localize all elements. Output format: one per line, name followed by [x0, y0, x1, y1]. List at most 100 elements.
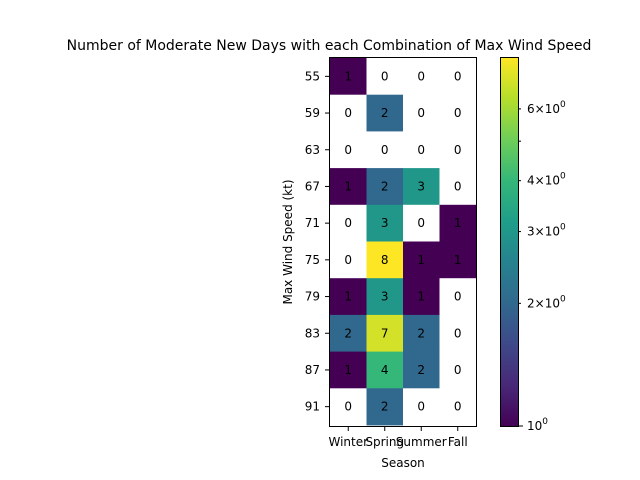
cell-value-label: 1: [417, 253, 425, 267]
cell-value-label: 2: [417, 326, 425, 340]
cell-value-label: 1: [417, 290, 425, 304]
cell-value-label: 2: [381, 400, 389, 414]
cell-value-label: 0: [454, 400, 462, 414]
cell-value-label: 1: [344, 69, 352, 83]
x-tick-label: Summer: [396, 435, 447, 449]
heatmap-cell: [403, 278, 440, 316]
cell-value-label: 0: [344, 253, 352, 267]
heatmap-cell: [403, 58, 440, 96]
cell-value-label: 3: [417, 179, 425, 193]
y-tick-label: 67: [305, 179, 320, 193]
cell-value-label: 3: [381, 216, 389, 230]
cell-value-label: 0: [417, 69, 425, 83]
plot-frame: [329, 57, 477, 427]
heatmap-cell: [366, 388, 404, 426]
colorbar-ticks: 100 2×100 3×100 4×100 6×100: [519, 100, 566, 433]
heatmap-cell: [366, 314, 404, 352]
heatmap-cell: [366, 278, 404, 316]
x-axis-label: Season: [381, 456, 425, 470]
heatmap-cell: [403, 314, 440, 352]
y-tick-label: 59: [305, 106, 320, 120]
y-tick-label: 83: [305, 326, 320, 340]
y-axis-ticks: 55 59 63 67 71 75 79 83 87 91: [305, 69, 329, 414]
heatmap-cell: [439, 94, 477, 132]
colorbar: [500, 57, 519, 427]
heatmap-cell: [439, 204, 477, 242]
heatmap-cell: [439, 278, 477, 316]
y-tick-label: 87: [305, 363, 320, 377]
heatmap-cell: [330, 204, 367, 242]
heatmap-cell: [330, 241, 367, 279]
heatmap-cell: [366, 204, 404, 242]
y-tick-label: 71: [305, 216, 320, 230]
x-tick-label: Spring: [365, 435, 404, 449]
cell-value-label: 0: [344, 216, 352, 230]
heatmap-cells: [330, 58, 477, 426]
cell-value-label: 0: [417, 106, 425, 120]
cell-value-label: 1: [344, 290, 352, 304]
heatmap-cell: [403, 241, 440, 279]
heatmap-cell: [330, 168, 367, 206]
x-tick-label: Winter: [328, 435, 368, 449]
heatmap-cell: [366, 58, 404, 96]
heatmap-cell: [330, 131, 367, 169]
cell-value-label: 2: [381, 106, 389, 120]
heatmap-cell: [439, 351, 477, 389]
heatmap-cell: [366, 168, 404, 206]
heatmap-cell: [366, 131, 404, 169]
cell-value-label: 1: [454, 216, 462, 230]
heatmap-cell: [403, 388, 440, 426]
cell-value-label: 0: [381, 69, 389, 83]
heatmap-cell: [439, 388, 477, 426]
cell-value-label: 2: [344, 326, 352, 340]
colorbar-tick-label: 6×100: [527, 100, 566, 116]
heatmap-cell: [330, 388, 367, 426]
cell-value-label: 8: [381, 253, 389, 267]
cell-value-label: 0: [381, 143, 389, 157]
cell-value-label: 0: [417, 143, 425, 157]
colorbar-tick-label: 3×100: [527, 223, 566, 239]
colorbar-tick-label: 2×100: [527, 294, 566, 310]
y-tick-label: 63: [305, 143, 320, 157]
cell-value-label: 0: [344, 400, 352, 414]
cell-value-label: 0: [454, 179, 462, 193]
colorbar-tick-label: 100: [527, 417, 548, 433]
cell-value-label: 0: [344, 106, 352, 120]
heatmap-cell: [330, 94, 367, 132]
cell-value-label: 0: [454, 290, 462, 304]
heatmap-cell: [403, 168, 440, 206]
heatmap-cell: [439, 241, 477, 279]
y-tick-label: 55: [305, 69, 320, 83]
heatmap-cell: [330, 351, 367, 389]
heatmap-cell: [330, 58, 367, 96]
chart-title: Number of Moderate New Days with each Co…: [67, 38, 592, 54]
cell-value-label: 2: [417, 363, 425, 377]
cell-labels: 1 0 0 0 0 2 0 0 0 0 0 0 1 2 3 0 0 3 0 1 0 8 1 1 1 3 1 0 2 7 2 0 1 4 2 0 0 2 0 0: [344, 69, 461, 413]
colorbar-tick-label: 4×100: [527, 172, 566, 188]
y-tick-label: 91: [305, 400, 320, 414]
y-tick-label: 75: [305, 253, 320, 267]
heatmap-cell: [439, 131, 477, 169]
heatmap-cell: [330, 278, 367, 316]
cell-value-label: 0: [454, 363, 462, 377]
heatmap-cell: [439, 58, 477, 96]
cell-value-label: 0: [454, 69, 462, 83]
cell-value-label: 0: [454, 143, 462, 157]
cell-value-label: 0: [454, 326, 462, 340]
cell-value-label: 3: [381, 290, 389, 304]
heatmap-cell: [403, 351, 440, 389]
heatmap-cell: [366, 351, 404, 389]
heatmap-cell: [403, 204, 440, 242]
heatmap-cell: [366, 241, 404, 279]
cell-value-label: 4: [381, 363, 389, 377]
heatmap-cell: [403, 131, 440, 169]
cell-value-label: 7: [381, 326, 389, 340]
heatmap-cell: [330, 314, 367, 352]
heatmap-cell: [439, 314, 477, 352]
cell-value-label: 2: [381, 179, 389, 193]
cell-value-label: 0: [417, 216, 425, 230]
cell-value-label: 1: [344, 179, 352, 193]
y-axis-label: Max Wind Speed (kt): [281, 179, 295, 304]
